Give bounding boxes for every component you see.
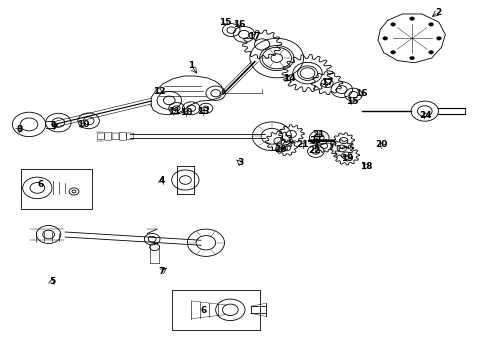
Text: 15: 15 (346, 96, 359, 105)
Text: 21: 21 (312, 130, 324, 139)
Circle shape (429, 23, 434, 26)
Text: 7: 7 (159, 267, 165, 276)
Text: 1: 1 (188, 61, 195, 70)
Text: 17: 17 (321, 78, 333, 87)
Text: 24: 24 (419, 111, 432, 120)
Text: 20: 20 (376, 140, 388, 149)
Text: 11: 11 (168, 107, 180, 116)
Text: 20: 20 (274, 145, 286, 154)
Text: 9: 9 (50, 122, 57, 131)
Text: 17: 17 (248, 32, 261, 41)
Circle shape (437, 37, 441, 40)
Text: 5: 5 (49, 276, 55, 285)
Text: 23: 23 (310, 136, 322, 145)
Circle shape (391, 23, 395, 26)
Circle shape (410, 17, 415, 21)
Text: 6: 6 (200, 306, 207, 315)
Text: 16: 16 (355, 89, 368, 98)
Circle shape (410, 56, 415, 60)
Text: 19: 19 (342, 154, 354, 163)
Text: 15: 15 (219, 18, 232, 27)
Text: 10: 10 (76, 120, 89, 129)
Text: 21: 21 (296, 140, 309, 149)
Circle shape (383, 37, 388, 40)
Text: 18: 18 (360, 162, 372, 171)
Text: 12: 12 (153, 86, 166, 95)
Bar (172, 291, 260, 330)
Circle shape (429, 50, 434, 54)
Circle shape (391, 50, 395, 54)
Text: 13: 13 (197, 107, 210, 116)
Text: 10: 10 (180, 108, 193, 117)
Text: 14: 14 (283, 75, 295, 84)
Text: 2: 2 (435, 8, 441, 17)
Text: 3: 3 (237, 158, 243, 167)
Text: 4: 4 (159, 176, 165, 185)
Bar (21, 169, 92, 209)
Text: 16: 16 (233, 19, 245, 28)
Text: 8: 8 (16, 125, 23, 134)
Text: 22: 22 (308, 146, 320, 155)
Text: 6: 6 (38, 180, 44, 189)
